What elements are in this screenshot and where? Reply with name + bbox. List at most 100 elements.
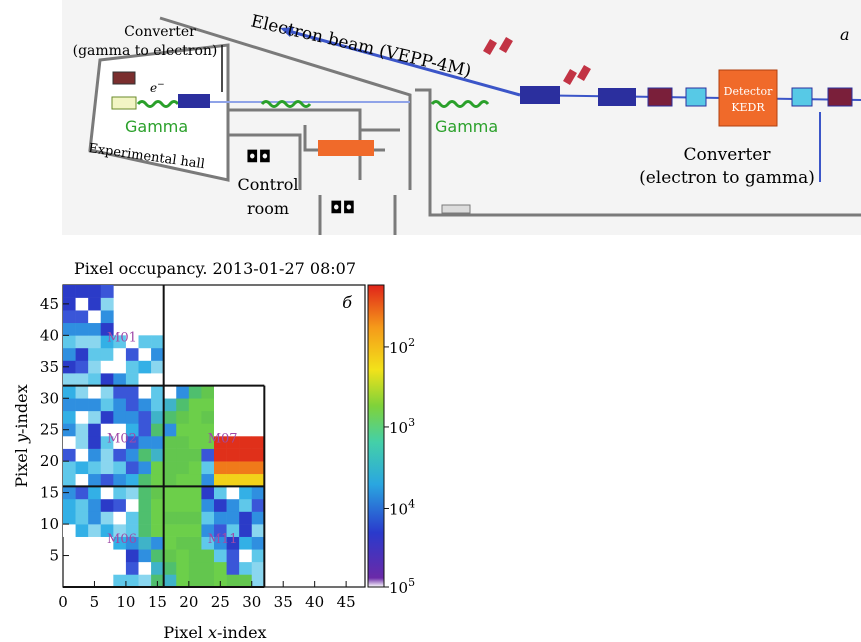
heatmap-cell — [100, 285, 114, 298]
heatmap-cell — [125, 385, 139, 399]
heatmap-cell — [138, 436, 152, 449]
magnet-element — [598, 88, 636, 106]
heatmap-cell — [88, 524, 102, 537]
corrector-magnets — [483, 36, 591, 86]
heatmap-cell — [138, 473, 152, 487]
heatmap-cell — [151, 498, 164, 512]
x-tick-label: 25 — [211, 593, 230, 611]
heatmap-cell — [188, 574, 202, 587]
heatmap-cell — [113, 574, 127, 587]
heatmap-cell — [113, 410, 127, 424]
heatmap-cell — [151, 574, 164, 587]
heatmap-cells — [63, 285, 265, 587]
heatmap-cell — [125, 410, 139, 424]
colorbar — [367, 284, 385, 588]
heatmap-cell — [226, 561, 240, 575]
heatmap-cell — [188, 511, 202, 525]
heatmap-cell — [100, 461, 114, 475]
heatmap-cell — [251, 473, 265, 487]
heatmap-cell — [214, 524, 227, 537]
heatmap-cell — [251, 574, 265, 587]
heatmap-cell — [113, 347, 127, 361]
heatmap-cell — [151, 524, 164, 537]
heatmap-cell — [125, 561, 139, 575]
heatmap-cell — [188, 461, 202, 475]
heatmap-cell — [138, 498, 152, 512]
heatmap-cell — [88, 436, 102, 449]
heatmap-cell — [239, 498, 253, 512]
heatmap-cell — [88, 335, 102, 349]
heatmap-cell — [239, 398, 253, 412]
heatmap-cell — [226, 498, 240, 512]
heatmap-cell — [138, 461, 152, 475]
heatmap-cell — [113, 360, 127, 374]
heatmap-cell — [63, 473, 76, 487]
heatmap-cell — [125, 524, 139, 537]
control-room-label-line1: Control — [237, 175, 298, 194]
heatmap-cell — [151, 461, 164, 475]
heatmap-cell — [151, 385, 164, 399]
heatmap-cell — [125, 360, 139, 374]
heatmap-cell — [201, 549, 215, 563]
electron-beam-line — [284, 28, 521, 97]
heatmap-cell — [63, 347, 76, 361]
heatmap-cell — [63, 498, 76, 512]
x-tick-label: 10 — [116, 593, 135, 611]
heatmap-cell — [151, 347, 164, 361]
heatmap-cell — [188, 524, 202, 537]
module-label: M01 — [107, 331, 137, 346]
heatmap-cell — [226, 423, 240, 437]
heatmap-cell — [100, 511, 114, 525]
heatmap-cell — [125, 398, 139, 412]
heatmap-cell — [239, 574, 253, 587]
heatmap-cell — [63, 410, 76, 424]
heatmap-cell — [201, 524, 215, 537]
quadrupole-element — [685, 87, 707, 107]
heatmap-cell — [239, 536, 253, 550]
heatmap-cell — [100, 335, 114, 349]
heatmap-cell — [214, 385, 227, 399]
heatmap-cell — [63, 360, 76, 374]
heatmap-cell — [88, 322, 102, 336]
heatmap-cell — [75, 473, 89, 487]
colorbar-ticks: 102 103 104 105 — [384, 336, 415, 597]
heatmap-cell — [100, 385, 114, 399]
heatmap-cell — [201, 561, 215, 575]
heatmap-cell — [251, 398, 265, 412]
module-label: M07 — [208, 431, 238, 446]
heatmap-cell — [88, 360, 102, 374]
gamma-wave-icon — [136, 100, 180, 108]
heatmap-cell — [239, 461, 253, 475]
heatmap-cell — [88, 486, 102, 500]
heatmap-cell — [88, 385, 102, 399]
heatmap-cell — [201, 574, 215, 587]
heatmap-cell — [151, 410, 164, 424]
heatmap-cell — [163, 423, 177, 437]
heatmap-cell — [63, 436, 76, 449]
quadrupole-element — [647, 87, 673, 107]
heatmap-cell — [113, 423, 127, 437]
heatmap-cell — [226, 398, 240, 412]
heatmap-cell — [151, 335, 164, 349]
heatmap-cell — [100, 297, 114, 311]
heatmap-cell — [151, 360, 164, 374]
heatmap-cell — [100, 347, 114, 361]
heatmap-cell — [125, 511, 139, 525]
heatmap-cell — [138, 486, 152, 500]
heatmap-cell — [75, 385, 89, 399]
heatmap-cell — [239, 410, 253, 424]
heatmap-cell — [63, 297, 76, 311]
heatmap-cell — [201, 448, 215, 462]
heatmap-cell — [138, 347, 152, 361]
y-tick-label: 10 — [40, 515, 59, 533]
heatmap-cell — [251, 385, 265, 399]
heatmap-cell — [251, 511, 265, 525]
electron-symbol: e− — [150, 80, 165, 95]
heatmap-cell — [88, 398, 102, 412]
heatmap-cell — [226, 473, 240, 487]
heatmap-cell — [100, 410, 114, 424]
heatmap-cell — [88, 373, 102, 386]
heatmap-cell — [75, 448, 89, 462]
y-tick-label: 45 — [40, 295, 59, 313]
x-tick-label: 45 — [337, 593, 356, 611]
